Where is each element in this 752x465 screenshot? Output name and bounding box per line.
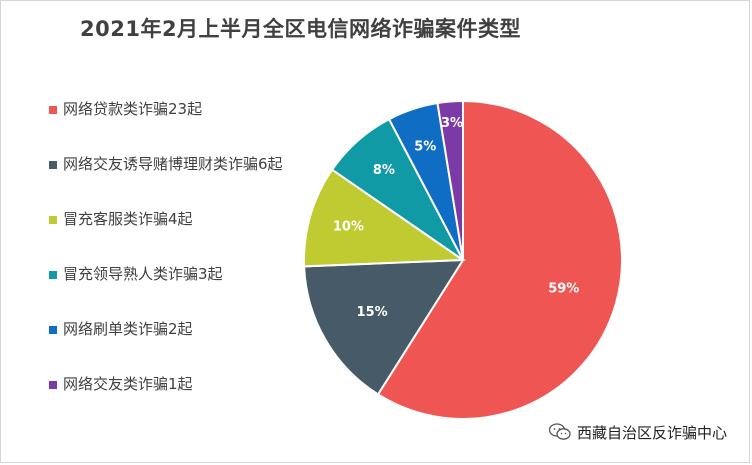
chart-title: 2021年2月上半月全区电信网络诈骗案件类型 — [80, 17, 522, 41]
legend-label: 网络交友诱导赌博理财类诈骗6起 — [63, 155, 283, 173]
legend-label: 冒充客服类诈骗4起 — [63, 210, 193, 228]
slice-percent-label: 3% — [441, 116, 463, 131]
legend-label: 网络贷款类诈骗23起 — [63, 100, 203, 118]
legend-label: 网络交友类诈骗1起 — [63, 375, 193, 393]
legend-item: 网络交友类诈骗1起 — [39, 374, 301, 429]
legend-label: 冒充领导熟人类诈骗3起 — [63, 265, 223, 283]
legend-item: 冒充客服类诈骗4起 — [39, 209, 301, 264]
legend-label: 网络刷单类诈骗2起 — [63, 320, 193, 338]
legend-swatch — [49, 271, 57, 279]
legend-item: 冒充领导熟人类诈骗3起 — [39, 264, 301, 319]
legend-swatch — [49, 106, 57, 114]
legend-swatch — [49, 381, 57, 389]
legend-swatch — [49, 216, 57, 224]
legend-swatch — [49, 161, 57, 169]
legend-item: 网络交友诱导赌博理财类诈骗6起 — [39, 154, 301, 209]
legend-item: 网络贷款类诈骗23起 — [39, 99, 301, 154]
slice-percent-label: 8% — [373, 163, 395, 178]
wechat-icon — [548, 423, 571, 440]
legend-item: 网络刷单类诈骗2起 — [39, 319, 301, 374]
slice-percent-label: 10% — [333, 219, 364, 234]
pie-slice — [303, 258, 465, 396]
pie-slice — [303, 168, 467, 268]
slice-percent-label: 15% — [357, 305, 388, 320]
watermark-text: 西藏自治区反诈骗中心 — [576, 423, 727, 442]
pie-slice — [376, 99, 623, 420]
slice-percent-label: 59% — [548, 282, 579, 297]
pie-slice — [436, 99, 464, 261]
slice-percent-label: 5% — [414, 139, 436, 154]
watermark: 西藏自治区反诈骗中心 — [548, 420, 727, 444]
legend-swatch — [49, 326, 57, 334]
chart-legend: 网络贷款类诈骗23起网络交友诱导赌博理财类诈骗6起 冒充客服类诈骗4起冒充领导熟人… — [39, 99, 301, 429]
